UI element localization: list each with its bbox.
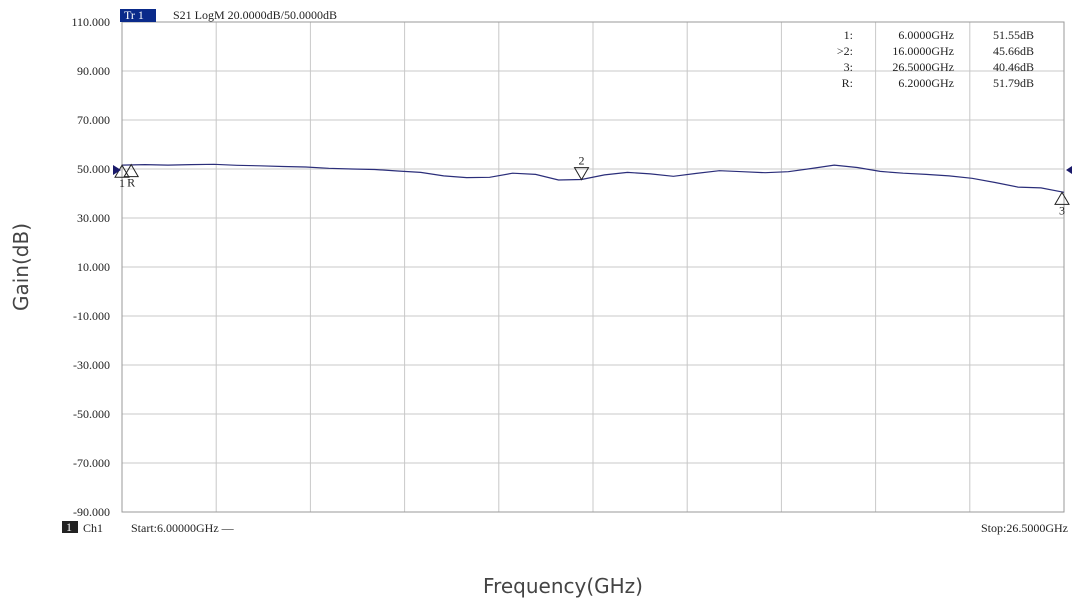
marker-R-triangle-icon[interactable] [123, 163, 140, 178]
y-tick-labels: 110.000 90.000 70.000 50.000 30.000 10.000 -10… [71, 15, 110, 519]
x-axis-title: Frequency(GHz) [483, 574, 643, 598]
marker-3-triangle-icon[interactable] [1054, 191, 1070, 205]
marker-2-label: 2 [579, 154, 585, 168]
channel-box[interactable] [62, 521, 78, 533]
marker-table-value: 40.46dB [993, 60, 1034, 74]
y-tick-label: 70.000 [77, 113, 110, 127]
y-tick-label: 110.000 [71, 15, 110, 29]
marker-layer: 1 R 2 3 [114, 154, 1070, 217]
marker-table-id: >2: [837, 44, 853, 58]
marker-table-value: 45.66dB [993, 44, 1034, 58]
marker-table-value: 51.79dB [993, 76, 1034, 90]
stop-frequency: Stop:26.5000GHz [981, 521, 1068, 535]
marker-table-value: 51.55dB [993, 28, 1034, 42]
reference-right-arrow-icon [1066, 166, 1072, 174]
y-tick-label: 30.000 [77, 211, 110, 225]
marker-table-frequency: 6.0000GHz [898, 28, 954, 42]
y-tick-label: -10.000 [73, 309, 110, 323]
trace-info: S21 LogM 20.0000dB/50.0000dB [173, 8, 337, 22]
y-tick-label: -30.000 [73, 358, 110, 372]
reference-left-arrow-icon [113, 165, 121, 175]
trace-layer [121, 163, 1065, 193]
y-axis-title: Gain(dB) [9, 223, 33, 311]
marker-table-frequency: 26.5000GHz [892, 60, 954, 74]
y-tick-label: 50.000 [77, 162, 110, 176]
marker-table-id: R: [842, 76, 853, 90]
gain-trace-line [121, 163, 1065, 193]
y-tick-label: -90.000 [73, 505, 110, 519]
marker-table-id: 1: [844, 28, 853, 42]
channel-label: Ch1 [83, 521, 103, 535]
plot-frame [121, 21, 1065, 513]
y-tick-label: -70.000 [73, 456, 110, 470]
marker-table-id: 3: [844, 60, 853, 74]
marker-table: 1: 6.0000GHz 51.55dB >2: 16.0000GHz 45.66dB 3:… [837, 28, 1034, 90]
marker-1-label: 1 [119, 176, 125, 190]
trace-tag[interactable]: Tr 1 [124, 8, 144, 22]
channel-number: 1 [66, 520, 72, 534]
marker-3-label: 3 [1059, 203, 1065, 217]
marker-2-triangle-icon[interactable] [573, 167, 590, 181]
y-tick-label: -50.000 [73, 407, 110, 421]
marker-table-frequency: 16.0000GHz [892, 44, 954, 58]
marker-R-label: R [127, 176, 135, 190]
trace-tag-background [120, 9, 156, 22]
grid-layer [122, 22, 1064, 512]
y-tick-label: 90.000 [77, 64, 110, 78]
marker-table-frequency: 6.2000GHz [898, 76, 954, 90]
y-tick-label: 10.000 [77, 260, 110, 274]
start-frequency: Start:6.00000GHz — [131, 521, 235, 535]
